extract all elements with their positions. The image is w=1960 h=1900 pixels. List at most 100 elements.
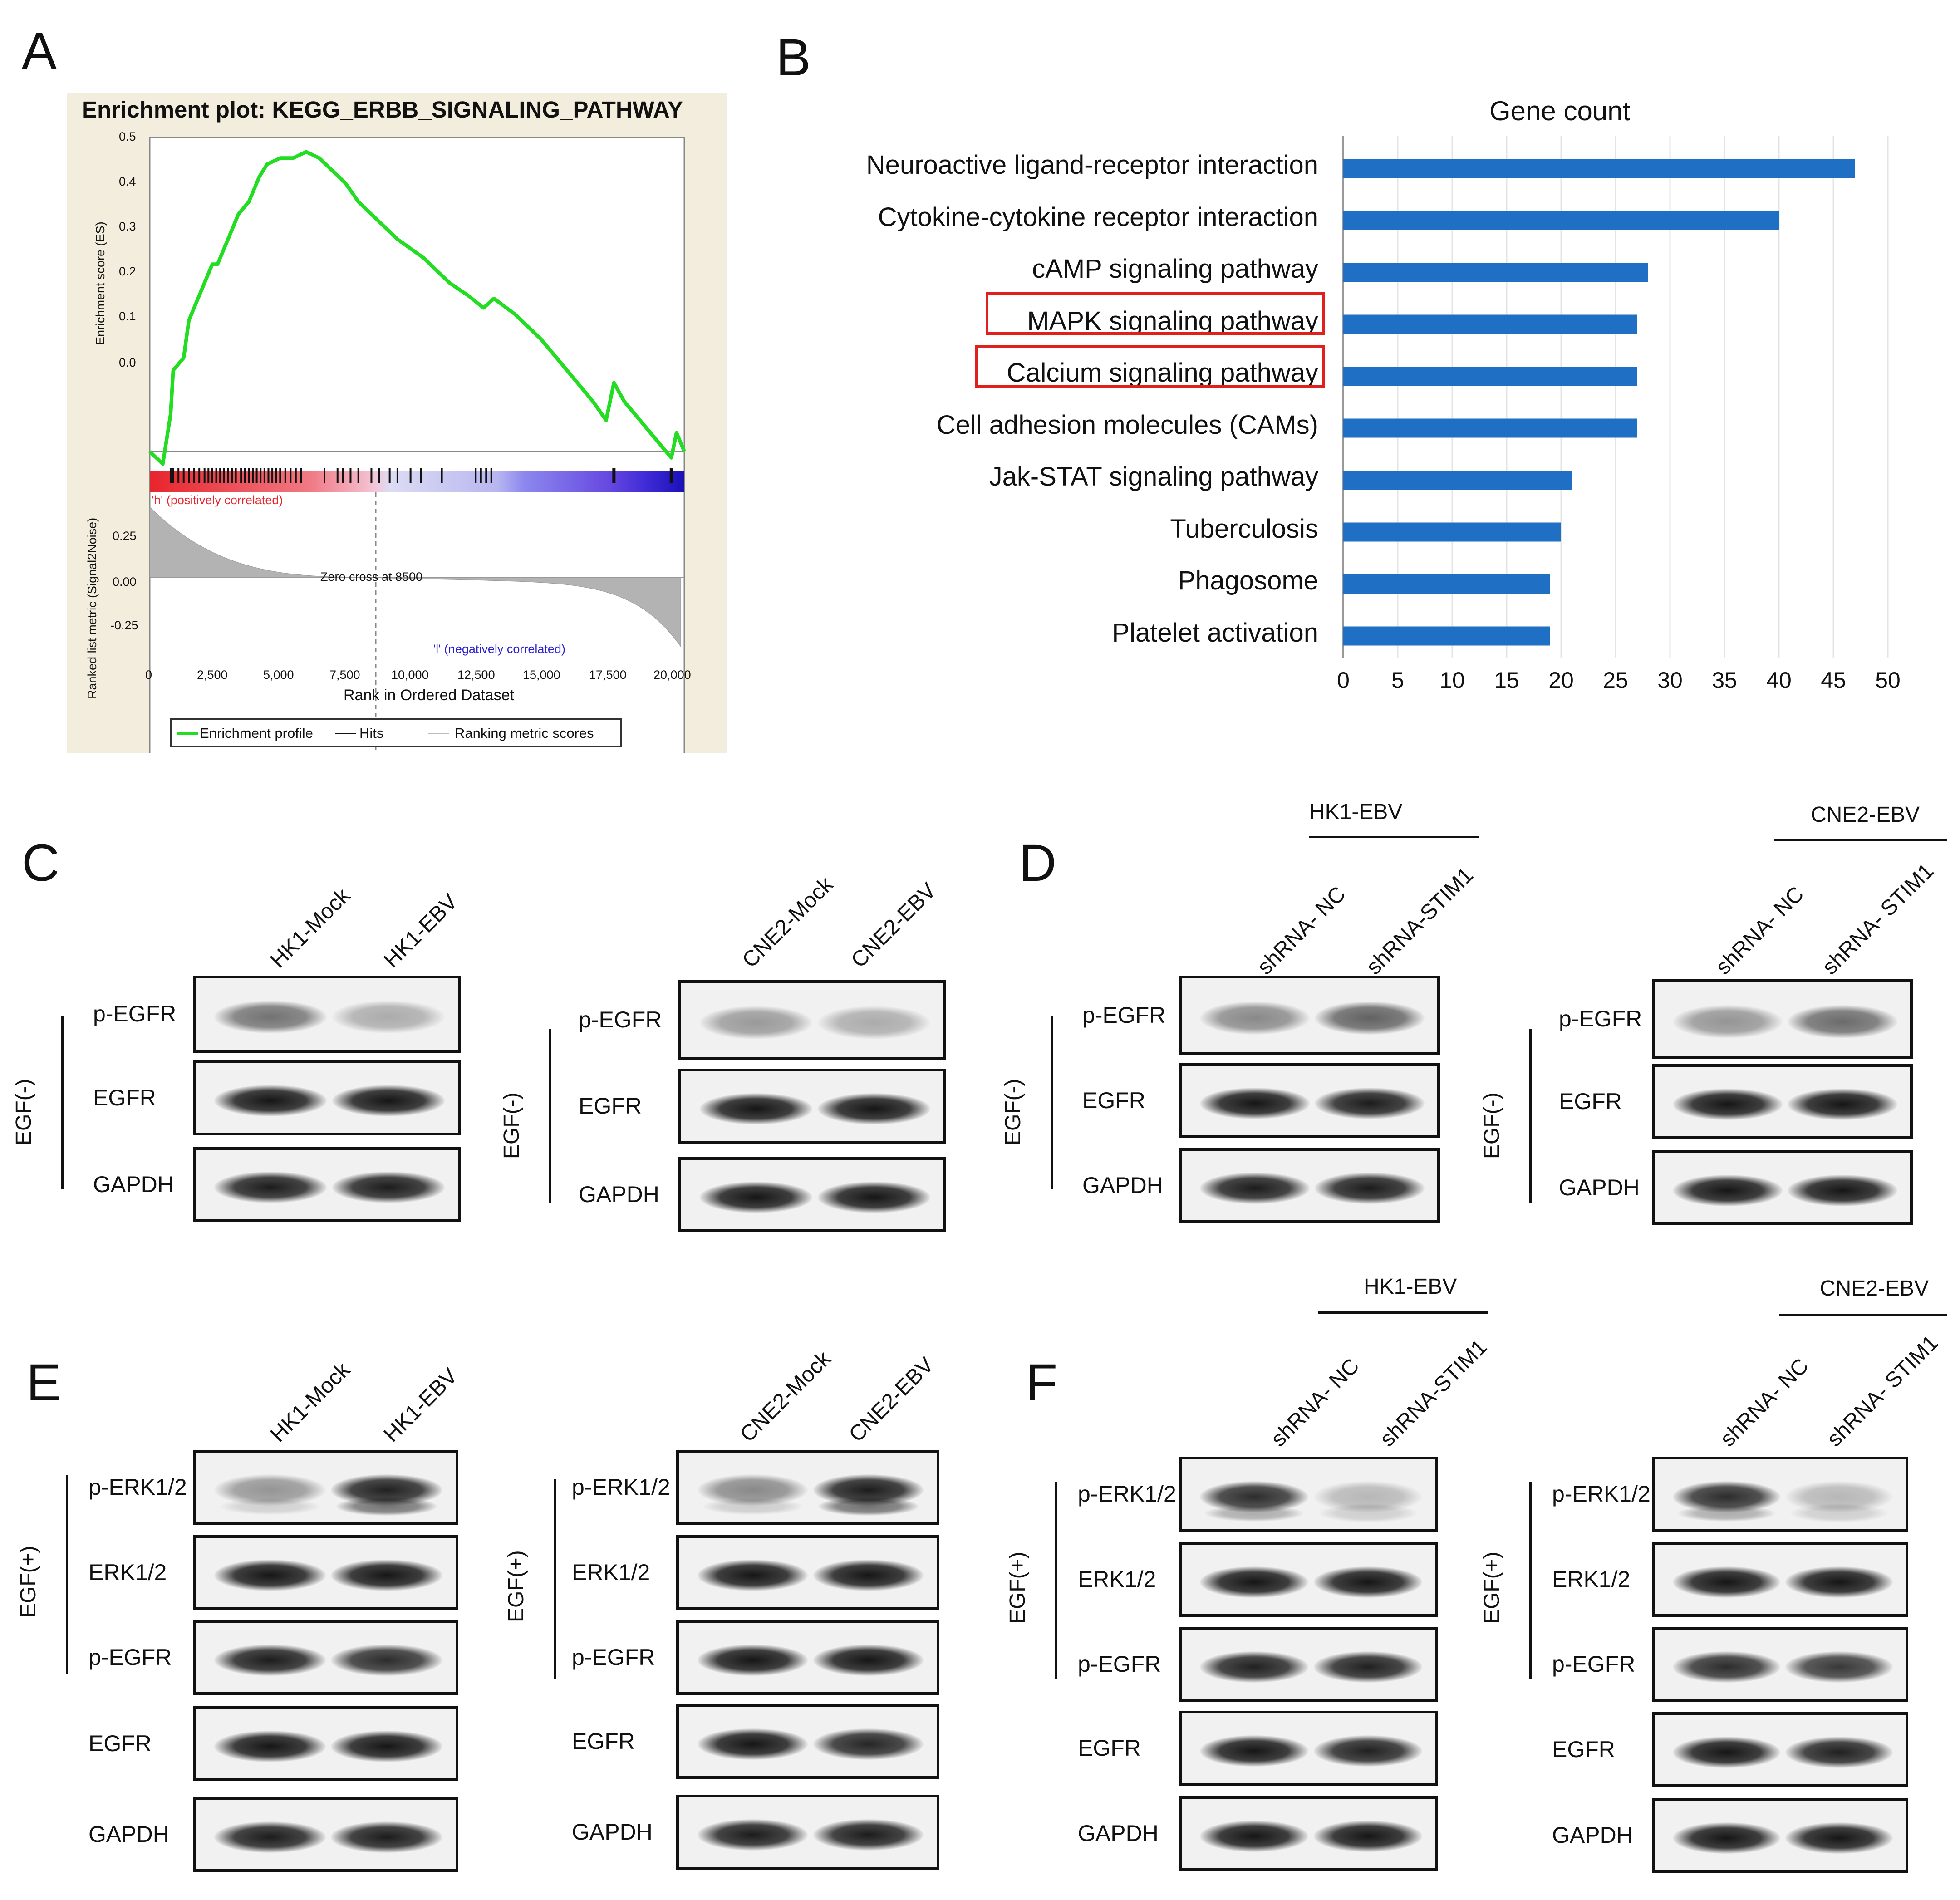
gsea-legend: [170, 718, 622, 747]
row-label-gapdh: GAPDH: [88, 1821, 169, 1847]
blot-band: [813, 1644, 924, 1676]
bar-gridlines: [1342, 136, 1889, 658]
bar-1: [1343, 211, 1779, 230]
blot-band: [214, 1474, 326, 1506]
legend-swatch-enrichment: [177, 732, 198, 735]
bar-category-label: Cell adhesion molecules (CAMs): [936, 410, 1318, 440]
highlight-box-calcium: [975, 345, 1325, 388]
group-underline-f_right: [1779, 1314, 1947, 1316]
blot-band: [700, 1006, 813, 1040]
x-tick-7500: 7,500: [329, 668, 360, 682]
bar-2: [1343, 263, 1648, 282]
blot-band: [1313, 1735, 1423, 1767]
bar-category-label: Phagosome: [1178, 566, 1318, 595]
bar-category-label: Neuroactive ligand-receptor interaction: [866, 150, 1318, 180]
blot-strip-d_left-2: [1179, 1148, 1440, 1223]
lane-label-e_right: CNE2-Mock: [735, 1346, 836, 1447]
row-label-egfr: EGFR: [1559, 1088, 1622, 1114]
x-tick-0: 0: [145, 668, 152, 682]
panel-label-b: B: [776, 29, 811, 87]
ranking-metric-area: [149, 506, 684, 648]
enrichment-profile-line: [148, 150, 686, 466]
es-tick-0.2: 0.2: [119, 265, 136, 278]
zero-cross-label: Zero cross at 8500: [320, 570, 423, 584]
blot-band: [700, 1181, 813, 1213]
blot-band: [813, 1728, 924, 1760]
blot-strip-c_right-2: [678, 1157, 946, 1232]
blot-band: [214, 1001, 327, 1033]
blot-band: [1200, 1172, 1310, 1204]
row-label-egfr: EGFR: [572, 1728, 635, 1754]
blot-band: [1672, 1736, 1780, 1768]
metric-y-axis-label: Ranked list metric (Signal2Noise): [85, 517, 99, 699]
row-label-p-erk1-2: p-ERK1/2: [572, 1474, 670, 1500]
bar-5: [1343, 418, 1637, 438]
blot-band: [697, 1819, 808, 1851]
bar-category-label: Jak-STAT signaling pathway: [989, 462, 1318, 491]
bar-3: [1343, 314, 1637, 334]
blot-band: [1315, 1172, 1425, 1204]
row-label-gapdh: GAPDH: [1078, 1820, 1159, 1846]
blot-band: [331, 1730, 443, 1763]
condition-bracket-e_left: [66, 1475, 68, 1674]
blot-band: [331, 1559, 443, 1591]
blot-band: [817, 1006, 930, 1040]
legend-ranking-metric: Ranking metric scores: [455, 725, 594, 741]
bar-category-label: cAMP signaling pathway: [1032, 254, 1318, 284]
group-label-f_left: HK1-EBV: [1364, 1275, 1457, 1299]
row-label-gapdh: GAPDH: [1559, 1174, 1640, 1200]
blot-band: [1673, 1088, 1783, 1120]
row-label-egfr: EGFR: [1078, 1735, 1141, 1761]
bar-chart: [1342, 136, 1889, 658]
lane-label-f_left: shRNA- NC: [1266, 1354, 1364, 1452]
egf-condition-label-c_right: EGF(-): [500, 1092, 524, 1159]
gsea-hit-marks: [169, 468, 673, 483]
condition-bracket-c_left: [61, 1016, 64, 1189]
panel-label-a: A: [22, 22, 57, 80]
blot-band: [1672, 1566, 1780, 1598]
group-label-f_right: CNE2-EBV: [1820, 1276, 1929, 1301]
es-tick-0.1: 0.1: [119, 309, 136, 323]
row-label-egfr: EGFR: [579, 1093, 642, 1119]
blot-band: [1788, 1174, 1897, 1207]
blot-band: [214, 1171, 327, 1203]
row-label-erk1-2: ERK1/2: [1552, 1566, 1631, 1592]
bar-x-tick: 30: [1657, 668, 1683, 693]
bar-x-tick: 0: [1337, 668, 1350, 693]
blot-band: [1313, 1651, 1423, 1683]
egf-condition-label-f_right: EGF(+): [1480, 1551, 1504, 1624]
lane-label-e_right: CNE2-EBV: [844, 1352, 938, 1447]
bar-series: [1343, 159, 1855, 646]
blot-strip-c_left-1: [193, 1060, 461, 1135]
highlight-box-mapk: [986, 292, 1325, 335]
blot-band: [1200, 1001, 1310, 1035]
blot-band: [1199, 1481, 1309, 1513]
blot-strip-e_left-1: [193, 1535, 458, 1610]
es-y-axis-label: Enrichment score (ES): [93, 221, 107, 345]
blot-band: [817, 1093, 930, 1125]
positive-correlated-label: 'h' (positively correlated): [152, 493, 283, 507]
bar-x-tick: 50: [1875, 668, 1901, 693]
blot-strip-e_left-2: [193, 1620, 458, 1695]
blot-band: [214, 1730, 326, 1763]
bar-chart-title: Gene count: [1489, 96, 1631, 126]
blot-strip-f_left-1: [1179, 1542, 1438, 1617]
x-tick-12500: 12,500: [457, 668, 495, 682]
blot-strip-e_right-0: [676, 1450, 939, 1525]
blot-strip-d_right-2: [1652, 1150, 1913, 1225]
panel-label-c: C: [22, 834, 60, 892]
bar-8: [1343, 574, 1550, 594]
blot-band: [697, 1474, 808, 1506]
blot-band: [1199, 1651, 1309, 1683]
egf-condition-label-e_right: EGF(+): [504, 1550, 528, 1622]
row-label-erk1-2: ERK1/2: [572, 1559, 650, 1585]
blot-band: [1785, 1651, 1893, 1683]
legend-swatch-hits: [335, 733, 356, 734]
blot-strip-d_left-1: [1179, 1063, 1440, 1138]
group-label-d_right: CNE2-EBV: [1811, 803, 1920, 827]
blot-strip-e_left-3: [193, 1706, 458, 1781]
bar-x-tick: 10: [1439, 668, 1465, 693]
blot-band: [1785, 1736, 1893, 1768]
row-label-gapdh: GAPDH: [579, 1181, 659, 1207]
row-label-erk1-2: ERK1/2: [1078, 1566, 1156, 1592]
